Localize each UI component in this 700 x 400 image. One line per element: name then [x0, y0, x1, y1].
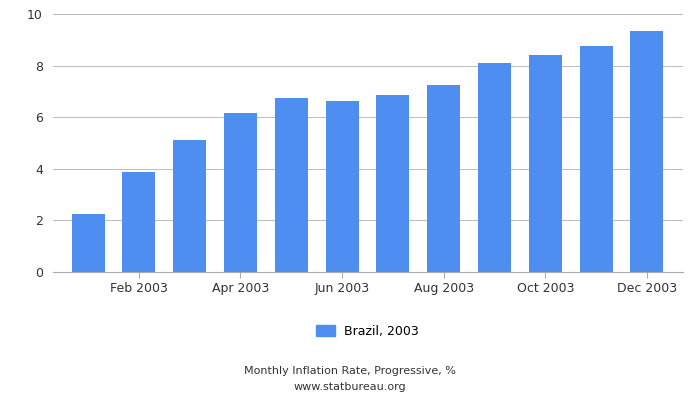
Bar — [427, 85, 460, 272]
Bar — [224, 113, 257, 272]
Bar — [528, 55, 562, 272]
Bar — [173, 140, 206, 272]
Bar — [122, 172, 155, 272]
Text: Monthly Inflation Rate, Progressive, %: Monthly Inflation Rate, Progressive, % — [244, 366, 456, 376]
Bar — [580, 46, 612, 272]
Bar — [478, 63, 511, 272]
Bar — [377, 95, 410, 272]
Bar — [275, 98, 308, 272]
Text: www.statbureau.org: www.statbureau.org — [294, 382, 406, 392]
Legend: Brazil, 2003: Brazil, 2003 — [316, 325, 419, 338]
Bar — [631, 31, 664, 272]
Bar — [326, 102, 358, 272]
Bar — [71, 214, 104, 272]
